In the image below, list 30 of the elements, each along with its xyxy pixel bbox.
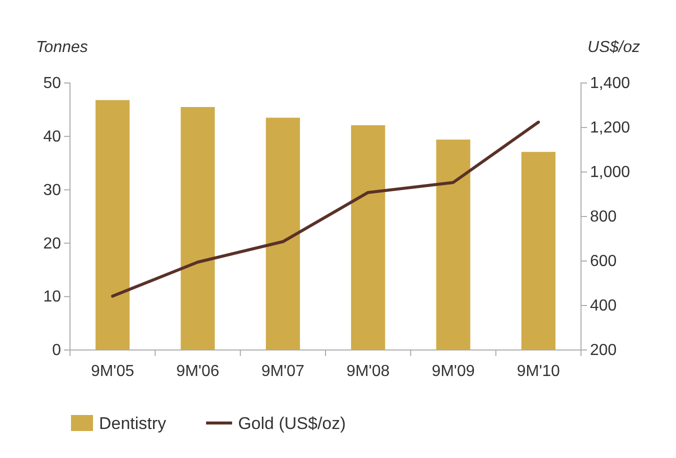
y2-axis-title: US$/oz — [588, 39, 640, 56]
legend-label: Gold (US$/oz) — [238, 414, 346, 433]
y2-tick-label: 400 — [590, 298, 617, 315]
y2-tick-label: 1,200 — [590, 120, 630, 137]
y2-tick-label: 200 — [590, 342, 617, 360]
bar — [351, 125, 386, 350]
x-tick-label: 9M'08 — [346, 363, 390, 380]
x-tick-label: 9M'07 — [261, 363, 305, 380]
y-tick-label: 0 — [52, 342, 62, 360]
y2-tick-label: 1,400 — [590, 75, 630, 92]
y-tick-label: 20 — [43, 235, 62, 252]
line-series — [111, 120, 540, 298]
y2-tick-label: 600 — [590, 253, 617, 270]
y2-tick-label: 1,000 — [590, 164, 630, 182]
y-tick-label: 50 — [43, 75, 62, 92]
y-tick-label: 30 — [43, 182, 62, 199]
x-tick-label: 9M'05 — [91, 363, 134, 380]
legend-label: Dentistry — [99, 414, 167, 433]
y-tick-label: 10 — [43, 288, 62, 306]
bar — [436, 140, 470, 350]
y-tick-label: 40 — [43, 128, 62, 146]
y2-tick-label: 800 — [590, 208, 617, 226]
bar — [266, 118, 300, 350]
x-tick-label: 9M'10 — [516, 363, 560, 380]
y-axis-title: Tonnes — [36, 39, 88, 56]
x-tick-label: 9M'06 — [176, 363, 220, 380]
bar — [521, 152, 556, 350]
bar — [180, 107, 215, 350]
bar — [96, 100, 130, 350]
x-tick-label: 9M'09 — [432, 363, 475, 380]
